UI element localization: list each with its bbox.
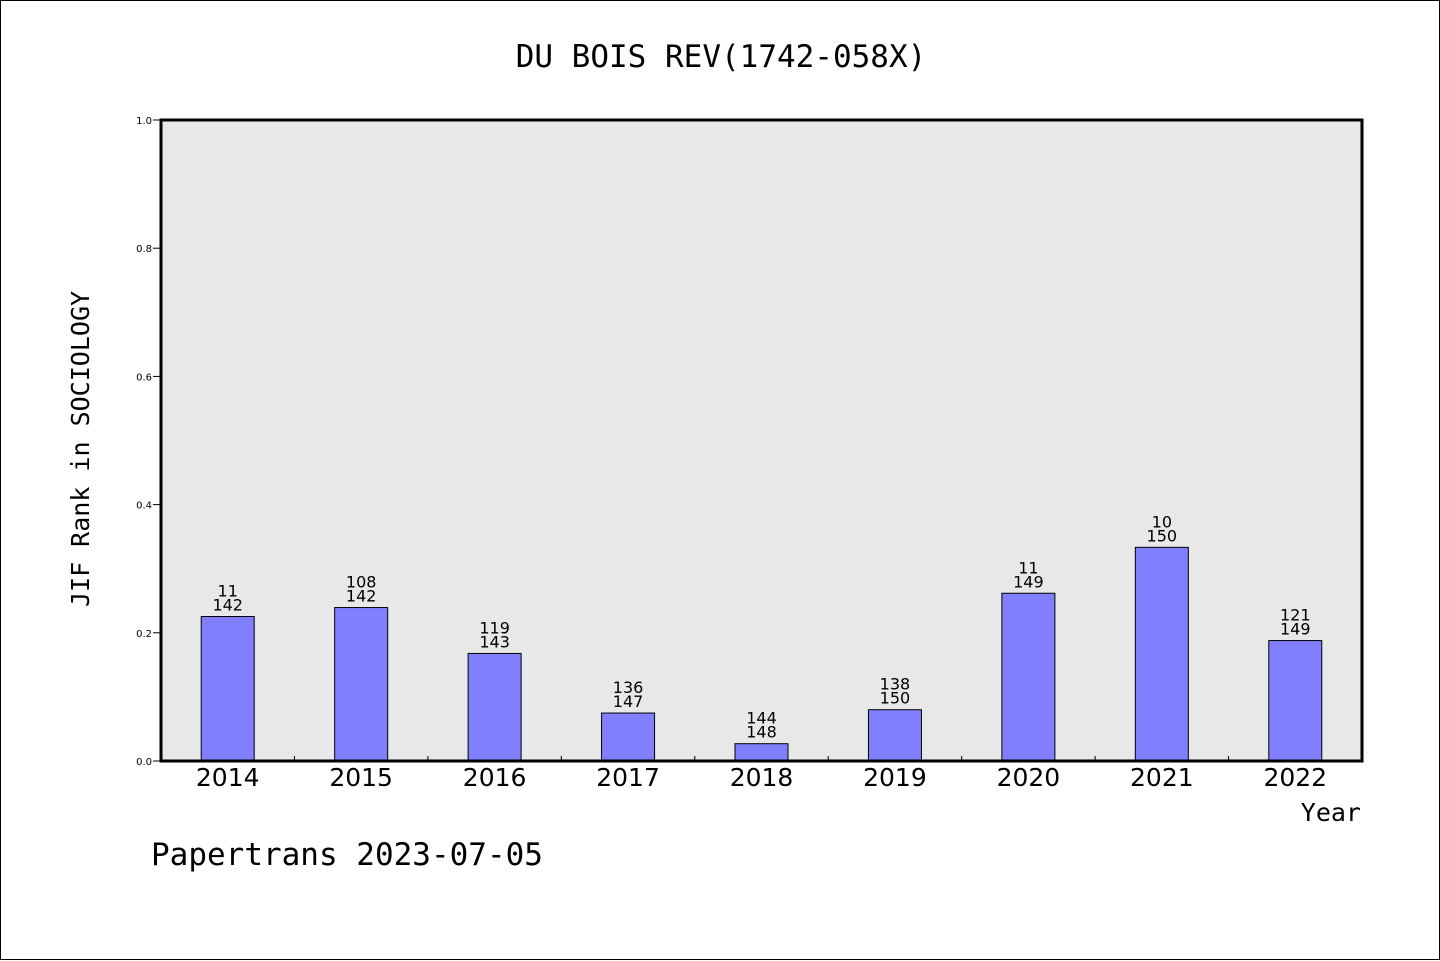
bar-labels-group: 1114210814211914313614714414813815011149… bbox=[212, 512, 1310, 741]
x-tick-label-2016: 2016 bbox=[463, 763, 527, 792]
bar-total-label-2021: 150 bbox=[1147, 526, 1178, 545]
bar-total-label-2015: 142 bbox=[346, 587, 377, 606]
chart-title: DU BOIS REV(1742-058X) bbox=[516, 39, 927, 75]
x-tick-label-2015: 2015 bbox=[329, 763, 393, 792]
bar-2016 bbox=[467, 652, 522, 762]
bar-total-label-2020: 149 bbox=[1013, 572, 1044, 591]
x-tick-label-2022: 2022 bbox=[1263, 763, 1327, 792]
bar-rank-label-2015: 108 bbox=[346, 573, 377, 592]
bar-2021 bbox=[1134, 546, 1189, 762]
bar-2017 bbox=[601, 712, 656, 762]
bars-group bbox=[200, 546, 1323, 762]
plot-border bbox=[159, 118, 1364, 763]
bar-total-label-2022: 149 bbox=[1280, 620, 1311, 639]
bar-rank-label-2021: 10 bbox=[1152, 512, 1172, 531]
bar-rank-label-2022: 121 bbox=[1280, 606, 1311, 625]
x-axis-label: Year bbox=[1301, 798, 1361, 827]
x-tick-label-2020: 2020 bbox=[997, 763, 1061, 792]
y-tick-label: 0.4 bbox=[136, 501, 152, 512]
bar-2019 bbox=[867, 709, 922, 762]
bar-total-label-2018: 148 bbox=[746, 723, 777, 742]
bar-2020 bbox=[1001, 592, 1056, 762]
bar-rank-label-2020: 11 bbox=[1018, 558, 1038, 577]
x-tick-label-2021: 2021 bbox=[1130, 763, 1194, 792]
bar-total-label-2017: 147 bbox=[613, 692, 644, 711]
bar-total-label-2019: 150 bbox=[880, 689, 911, 708]
bar-rank-label-2016: 119 bbox=[479, 618, 510, 637]
x-axis-ticks: 2014 2015 2016 2017 2018 2019 2020 2021 2022 bbox=[196, 756, 1327, 792]
bar-rank-label-2018: 144 bbox=[746, 709, 777, 728]
bar-2014 bbox=[200, 616, 255, 762]
x-tick-label-2019: 2019 bbox=[863, 763, 927, 792]
bar-total-label-2014: 142 bbox=[212, 596, 243, 615]
y-axis-label: JIF Rank in SOCIOLOGY bbox=[66, 291, 95, 607]
x-tick-label-2018: 2018 bbox=[730, 763, 794, 792]
bar-total-label-2016: 143 bbox=[479, 632, 510, 651]
x-tick-label-2017: 2017 bbox=[596, 763, 660, 792]
bar-rank-label-2017: 136 bbox=[613, 678, 644, 697]
y-tick-label: 0.8 bbox=[136, 244, 152, 255]
footer-text: Papertrans 2023-07-05 bbox=[151, 837, 543, 873]
y-tick-label: 0.2 bbox=[136, 629, 152, 640]
y-axis-ticks: 0.0 0.2 0.4 0.6 0.8 1.0 bbox=[136, 116, 161, 768]
y-tick-label: 1.0 bbox=[136, 116, 152, 127]
bar-rank-label-2019: 138 bbox=[880, 675, 911, 694]
bar-2015 bbox=[334, 607, 389, 762]
y-tick-label: 0.0 bbox=[136, 757, 152, 768]
y-tick-label: 0.6 bbox=[136, 372, 152, 383]
bar-2018 bbox=[734, 743, 789, 762]
bar-rank-label-2014: 11 bbox=[218, 582, 238, 601]
bar-2022 bbox=[1268, 640, 1323, 762]
x-tick-label-2014: 2014 bbox=[196, 763, 260, 792]
